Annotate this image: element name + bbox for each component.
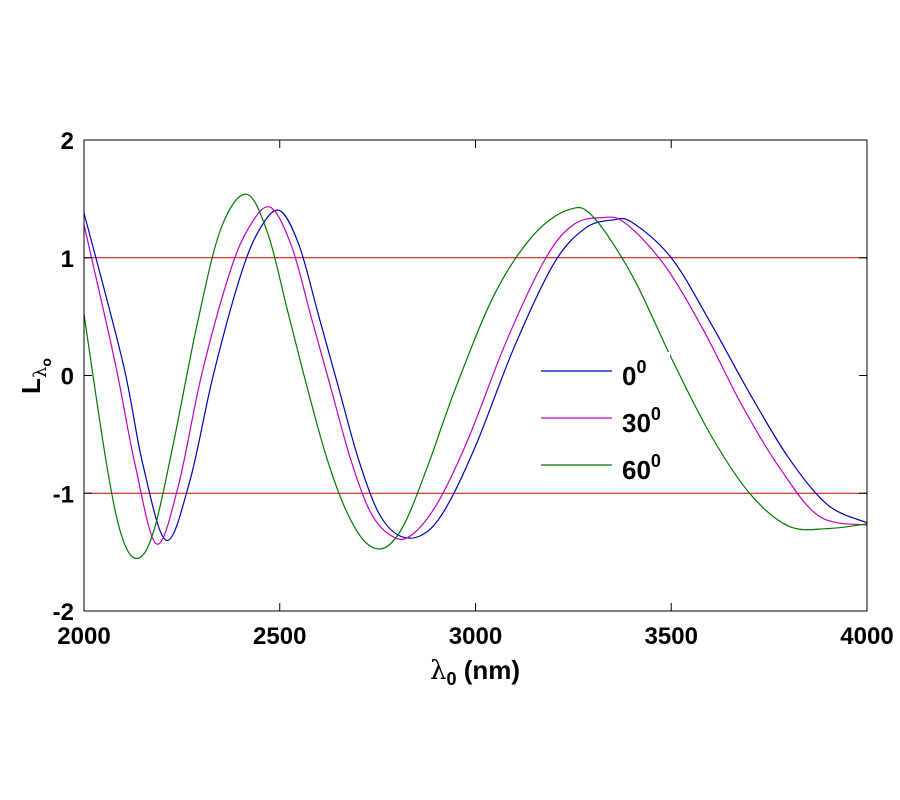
series-line-1	[83, 209, 868, 541]
y-axis-label: Lλo	[16, 358, 54, 394]
legend-label-value: 60	[622, 455, 651, 485]
x-axis-label-unit: (nm)	[456, 655, 520, 685]
x-tick-label: 2000	[57, 623, 110, 650]
x-tick-label: 2500	[253, 623, 306, 650]
y-tick-label: 0	[61, 364, 74, 391]
legend-label-superscript: 0	[651, 451, 661, 471]
y-tick-label: 2	[61, 128, 74, 155]
x-axis-label: λ0 (nm)	[430, 655, 520, 689]
x-tick-label: 3500	[645, 623, 698, 650]
legend-label-1: 00	[622, 357, 646, 391]
series-line-2	[83, 206, 868, 545]
legend-label-value: 0	[622, 361, 636, 391]
x-axis-label-subscript: 0	[446, 669, 456, 689]
y-axis-label-main: L	[16, 378, 46, 394]
y-tick-label: -1	[53, 481, 74, 508]
axis-ticks	[83, 139, 868, 612]
x-axis-label-symbol: λ	[430, 656, 446, 686]
plot-area-background	[84, 140, 867, 611]
series-lines	[83, 193, 868, 560]
legend-label-superscript: 0	[636, 357, 646, 377]
y-tick-label: 1	[61, 246, 74, 273]
x-tick-label: 3000	[449, 623, 502, 650]
legend-label-2: 300	[622, 404, 661, 438]
y-axis-label-subscript-symbol: λ	[30, 367, 51, 378]
legend-label-value: 30	[622, 408, 651, 438]
legend-label-3: 600	[622, 451, 661, 485]
reference-lines	[84, 257, 867, 494]
series-line-3	[83, 193, 868, 560]
x-tick-label: 4000	[840, 623, 893, 650]
y-axis-label-subscript-sub: o	[38, 358, 54, 367]
legend-label-superscript: 0	[651, 404, 661, 424]
y-tick-label: -2	[53, 599, 74, 626]
legend-box	[532, 352, 670, 490]
